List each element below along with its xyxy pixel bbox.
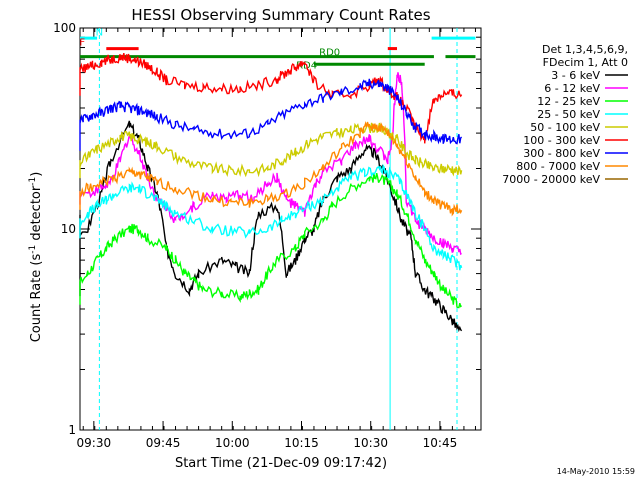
x-tick-label: 09:45 [146, 436, 181, 450]
y-axis-label-tail: detector [29, 185, 44, 245]
y-axis-label: Count Rate (s-1 detector-1) [28, 172, 44, 343]
x-tick-label: 09:30 [77, 436, 112, 450]
legend-header-1: Det 1,3,4,5,6,9, [542, 43, 628, 56]
series-line [79, 163, 463, 271]
annotation-label: N [96, 27, 103, 38]
y-axis-label-sup2: -1 [28, 177, 38, 186]
x-tick-label: 10:30 [353, 436, 388, 450]
legend-entry-label: 3 - 6 keV [551, 69, 600, 82]
legend-entry-label: 50 - 100 keV [530, 121, 600, 134]
y-tick-label: 100 [53, 21, 76, 35]
plot-area: 1 10 100 09:30 09:45 10:00 10:15 10:30 10:45 FN RD… [53, 21, 482, 450]
legend-entry-label: 800 - 7000 keV [516, 160, 600, 173]
x-tick-label: 10:00 [215, 436, 250, 450]
legend-entry-label: 12 - 25 keV [537, 95, 600, 108]
y-axis-label-sup: -1 [28, 245, 38, 254]
series-line [79, 78, 463, 151]
legend-entry-label: 6 - 12 keV [544, 82, 600, 95]
y-tick-label: 1 [68, 423, 76, 437]
series-line [79, 121, 463, 217]
legend-entry-label: 300 - 800 keV [523, 147, 600, 160]
legend: Det 1,3,4,5,6,9, FDecim 1, Att 0 3 - 6 k… [502, 43, 628, 186]
series-line [79, 120, 463, 333]
x-tick-label: 10:15 [284, 436, 319, 450]
legend-header-2: FDecim 1, Att 0 [543, 56, 628, 69]
y-tick-label: 10 [61, 222, 76, 236]
x-axis-label: Start Time (21-Dec-09 09:17:42) [175, 456, 387, 471]
footer-timestamp: 14-May-2010 15:59 [557, 467, 635, 476]
y-axis-label-main: Count Rate (s [29, 254, 44, 343]
y-axis-label-end: ) [29, 172, 44, 177]
svg-text:Count Rate (s-1 detector-1): Count Rate (s-1 detector-1) [28, 172, 44, 343]
legend-entry-label: 100 - 300 keV [523, 134, 600, 147]
x-tick-label: 10:45 [423, 436, 458, 450]
series-line [79, 121, 463, 179]
annotation-label: RD0 [319, 47, 340, 58]
legend-entry-label: 25 - 50 keV [537, 108, 600, 121]
legend-entry-label: 7000 - 20000 keV [502, 173, 600, 186]
series-line [79, 172, 463, 309]
annotation-label: F [79, 37, 85, 48]
chart-title: HESSI Observing Summary Count Rates [131, 6, 430, 24]
